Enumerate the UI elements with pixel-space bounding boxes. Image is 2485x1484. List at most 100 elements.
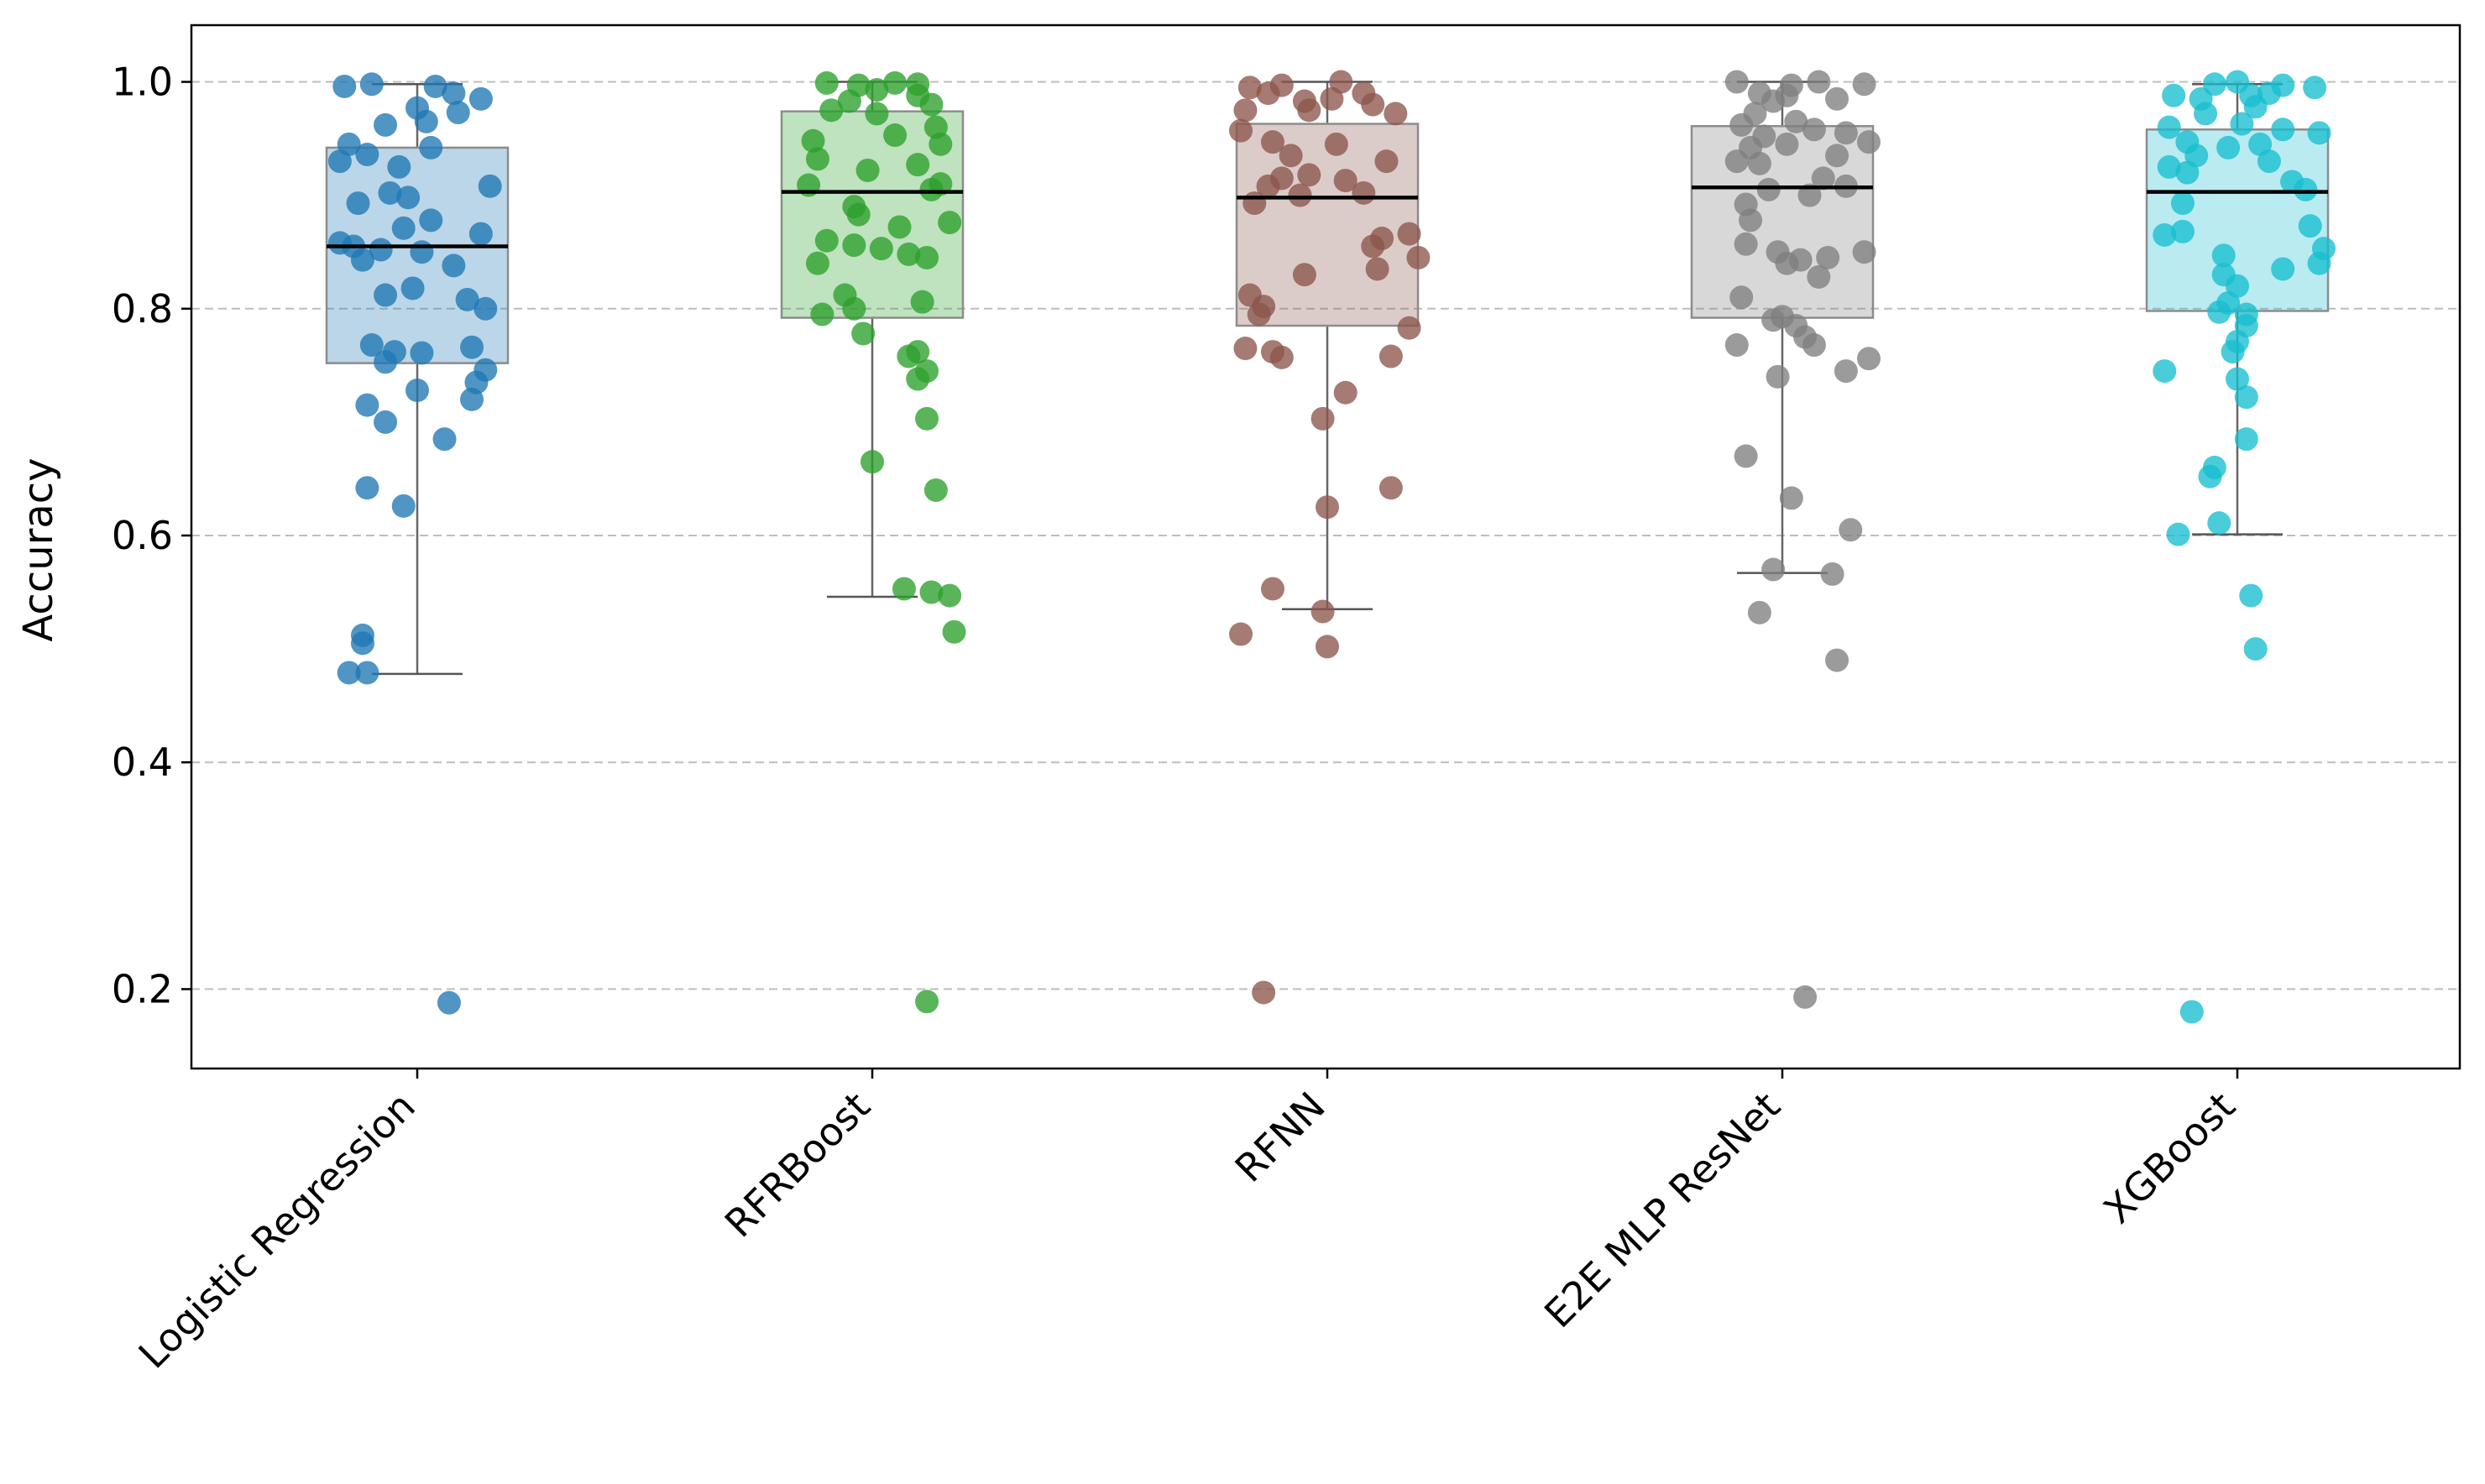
- data-point: [355, 393, 379, 417]
- data-point: [2207, 300, 2231, 324]
- data-point: [410, 240, 434, 264]
- data-point: [473, 296, 498, 321]
- data-point: [1825, 144, 1849, 168]
- data-point: [1852, 72, 1876, 97]
- data-point: [1724, 333, 1749, 358]
- data-point: [1252, 980, 1276, 1005]
- data-point: [468, 86, 493, 111]
- data-point: [1820, 562, 1844, 586]
- data-point: [842, 296, 866, 321]
- data-point: [1825, 86, 1849, 111]
- data-point: [1269, 345, 1294, 369]
- data-point: [2230, 112, 2254, 136]
- data-point: [887, 215, 912, 239]
- data-point: [1324, 132, 1348, 156]
- data-point: [805, 147, 829, 171]
- data-point: [1233, 98, 1258, 123]
- data-point: [468, 222, 493, 246]
- data-point: [915, 990, 939, 1014]
- data-point: [327, 149, 352, 174]
- data-point: [1237, 76, 1262, 100]
- y-axis-title: Accuracy: [15, 457, 62, 641]
- data-point: [1856, 347, 1881, 371]
- data-point: [1288, 183, 1312, 207]
- data-point: [1365, 257, 1389, 281]
- data-point: [2271, 257, 2295, 281]
- data-point: [814, 71, 839, 95]
- data-point: [1311, 406, 1335, 431]
- data-point: [1775, 251, 1799, 275]
- data-point: [387, 154, 411, 179]
- data-point: [442, 81, 466, 106]
- data-point: [915, 245, 939, 269]
- data-point: [865, 102, 889, 126]
- data-point: [2226, 367, 2249, 391]
- data-point: [1229, 622, 1253, 646]
- data-point: [929, 132, 953, 156]
- data-point: [337, 661, 361, 685]
- data-point: [359, 333, 384, 358]
- data-point: [1397, 222, 1421, 246]
- data-point: [2307, 251, 2331, 275]
- data-point: [1292, 263, 1316, 287]
- data-point: [1761, 89, 1786, 113]
- data-point: [1816, 245, 1840, 269]
- data-point: [2221, 340, 2245, 364]
- data-point: [942, 619, 966, 644]
- data-point: [819, 98, 844, 123]
- data-point: [405, 379, 429, 403]
- data-point: [1233, 337, 1258, 361]
- data-point: [2239, 583, 2263, 608]
- data-point: [2179, 1000, 2204, 1024]
- data-point: [805, 251, 829, 275]
- data-point: [355, 661, 379, 685]
- data-point: [1784, 109, 1808, 133]
- data-point: [1374, 149, 1399, 174]
- data-point: [938, 583, 962, 608]
- data-point: [2234, 427, 2258, 452]
- data-point: [1839, 518, 1863, 542]
- data-point: [1316, 635, 1339, 659]
- data-point: [1379, 344, 1403, 368]
- data-point: [910, 290, 934, 314]
- data-point: [883, 123, 908, 148]
- data-point: [2170, 219, 2195, 243]
- data-point: [391, 216, 416, 240]
- data-point: [1297, 98, 1321, 123]
- data-point: [1379, 476, 1403, 500]
- data-point: [1724, 70, 1749, 94]
- data-point: [2307, 121, 2331, 145]
- data-point: [460, 335, 484, 359]
- data-point: [861, 450, 884, 474]
- data-point: [1834, 121, 1858, 145]
- data-point: [419, 208, 443, 233]
- data-point: [906, 367, 930, 391]
- data-point: [2234, 385, 2258, 410]
- data-point: [414, 109, 438, 133]
- data-point: [391, 494, 416, 518]
- plot-frame: [190, 24, 2461, 1070]
- data-point: [1361, 234, 1385, 259]
- data-point: [437, 990, 461, 1015]
- data-point: [355, 143, 379, 167]
- data-point: [442, 253, 466, 278]
- data-point: [842, 233, 866, 258]
- data-point: [1802, 333, 1826, 358]
- data-point: [355, 476, 379, 500]
- data-point: [1229, 118, 1253, 143]
- data-point: [1766, 364, 1790, 389]
- data-point: [1761, 308, 1786, 332]
- data-point: [478, 174, 502, 198]
- data-point: [1793, 985, 1818, 1009]
- data-point: [2216, 135, 2241, 159]
- data-point: [1260, 130, 1284, 154]
- data-point: [855, 158, 880, 182]
- data-point: [892, 577, 916, 601]
- data-point: [359, 72, 384, 97]
- data-point: [1739, 208, 1763, 233]
- y-tick-label: 0.8: [112, 286, 173, 332]
- data-point: [1779, 486, 1803, 510]
- data-point: [1729, 112, 1754, 137]
- data-point: [1406, 245, 1431, 269]
- y-tick-label: 1.0: [112, 60, 173, 105]
